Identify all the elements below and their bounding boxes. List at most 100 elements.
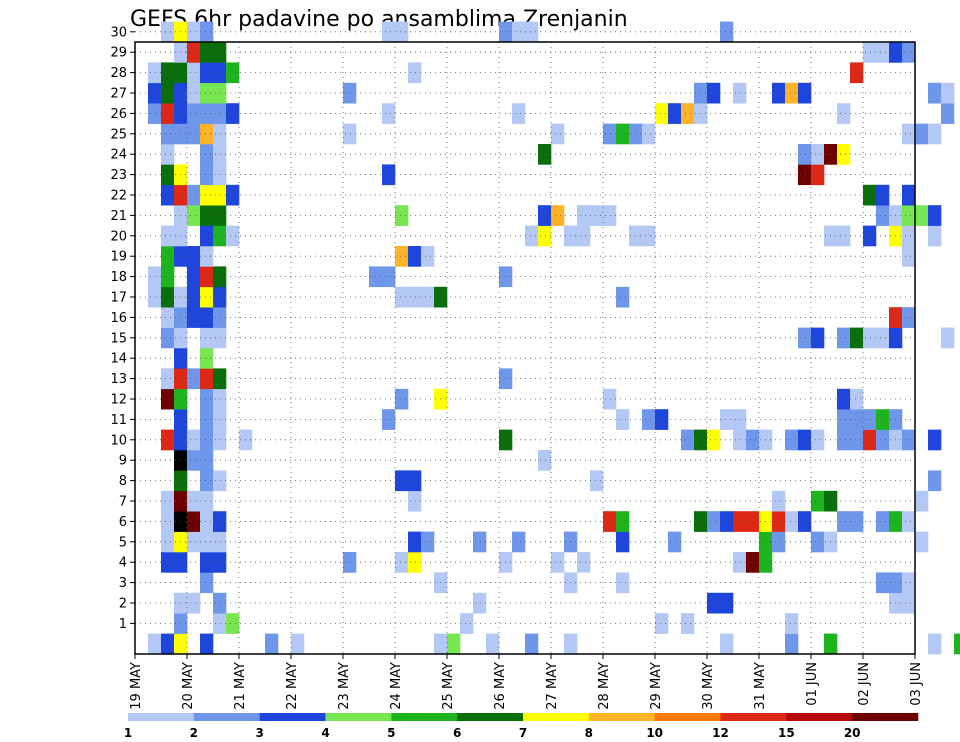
data-cell <box>161 429 175 451</box>
data-cell <box>720 511 734 532</box>
data-cell <box>577 205 591 226</box>
data-cell <box>200 327 214 349</box>
data-cell <box>603 511 617 532</box>
data-cell <box>603 388 617 410</box>
data-cell <box>213 144 227 165</box>
data-cell <box>720 592 734 614</box>
data-cell <box>213 613 227 634</box>
data-cell <box>200 388 214 410</box>
x-tick-label: 22 MAY <box>285 662 300 710</box>
data-cell <box>941 82 955 104</box>
data-cells <box>148 21 960 655</box>
data-cell <box>200 531 214 553</box>
data-cell <box>863 42 877 63</box>
y-tick-label: 29 <box>110 46 127 61</box>
color-legend: 1 2 3 4 5 6 7 8 10 12 15 20 <box>124 713 919 740</box>
data-cell <box>928 633 942 655</box>
data-cell <box>187 246 201 267</box>
data-cell <box>226 62 240 84</box>
data-cell <box>187 490 201 512</box>
data-cell <box>876 572 890 594</box>
data-cell <box>408 531 422 553</box>
y-tick-label: 1 <box>119 617 127 632</box>
x-tick-label: 28 MAY <box>597 662 612 710</box>
data-cell <box>707 592 721 614</box>
data-cell <box>850 511 864 532</box>
data-cell <box>863 327 877 349</box>
data-cell <box>928 429 942 451</box>
data-cell <box>863 225 877 247</box>
data-cell <box>187 450 201 471</box>
legend-swatch <box>720 713 787 721</box>
data-cell <box>200 205 214 226</box>
data-cell <box>213 592 227 614</box>
data-cell <box>148 62 162 84</box>
data-cell <box>187 42 201 63</box>
data-cell <box>525 21 539 43</box>
data-cell <box>798 327 812 349</box>
data-cell <box>213 62 227 84</box>
data-cell <box>928 123 942 145</box>
x-tick-label: 01 JUN <box>805 662 820 706</box>
data-cell <box>707 511 721 532</box>
data-cell <box>746 552 760 573</box>
data-cell <box>200 511 214 532</box>
data-cell <box>902 225 916 247</box>
data-cell <box>382 164 396 186</box>
data-cell <box>187 511 201 532</box>
data-cell <box>161 184 175 206</box>
data-cell <box>876 42 890 63</box>
data-cell <box>200 348 214 369</box>
y-tick-label: 10 <box>110 433 127 448</box>
data-cell <box>200 82 214 104</box>
legend-label: 6 <box>453 726 461 740</box>
data-cell <box>148 103 162 124</box>
legend-swatch <box>391 713 458 721</box>
data-cell <box>148 82 162 104</box>
data-cell <box>512 531 526 553</box>
data-cell <box>161 552 175 573</box>
data-cell <box>902 307 916 328</box>
data-cell <box>902 592 916 614</box>
data-cell <box>382 103 396 124</box>
data-cell <box>850 409 864 430</box>
data-cell <box>915 205 929 226</box>
data-cell <box>200 184 214 206</box>
data-cell <box>161 123 175 145</box>
data-cell <box>785 613 799 634</box>
data-cell <box>616 409 630 430</box>
data-cell <box>902 123 916 145</box>
data-cell <box>603 205 617 226</box>
data-cell <box>798 164 812 186</box>
y-tick-label: 3 <box>119 576 127 591</box>
data-cell <box>200 62 214 84</box>
data-cell <box>187 368 201 390</box>
data-cell <box>408 470 422 492</box>
data-cell <box>408 286 422 308</box>
data-cell <box>213 123 227 145</box>
data-cell <box>161 307 175 328</box>
data-cell <box>200 144 214 165</box>
data-cell <box>811 531 825 553</box>
data-cell <box>915 490 929 512</box>
data-cell <box>213 184 227 206</box>
data-cell <box>200 572 214 594</box>
legend-swatch <box>523 713 590 721</box>
data-cell <box>226 103 240 124</box>
data-cell <box>161 103 175 124</box>
data-cell <box>876 409 890 430</box>
y-tick-label: 6 <box>119 515 127 530</box>
data-cell <box>733 511 747 532</box>
data-cell <box>161 327 175 349</box>
data-cell <box>200 429 214 451</box>
data-cell <box>408 62 422 84</box>
data-cell <box>213 409 227 430</box>
data-cell <box>187 123 201 145</box>
data-cell <box>200 633 214 655</box>
data-cell <box>512 21 526 43</box>
data-cell <box>148 286 162 308</box>
x-tick-label: 19 MAY <box>129 662 144 710</box>
data-cell <box>213 531 227 553</box>
data-cell <box>538 450 552 471</box>
